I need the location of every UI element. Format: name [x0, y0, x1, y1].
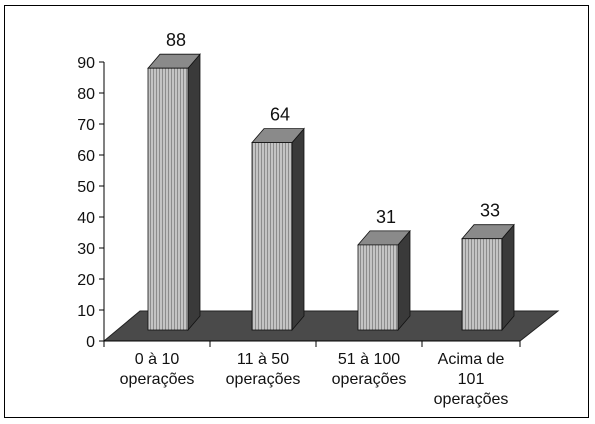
data-label: 88 — [166, 30, 186, 50]
bar-side — [397, 229, 411, 332]
y-tick-label: 40 — [77, 210, 95, 227]
data-label: 64 — [270, 105, 290, 125]
y-tick-label: 70 — [77, 117, 95, 134]
y-tick-label: 0 — [86, 334, 95, 351]
category-label: operações — [332, 371, 407, 388]
category-label: 11 à 50 — [237, 351, 289, 368]
bar — [461, 223, 515, 332]
y-tick-label: 30 — [77, 241, 95, 258]
bar — [147, 53, 201, 332]
data-label: 31 — [376, 207, 396, 227]
category-label: operações — [120, 371, 195, 388]
bar — [357, 229, 411, 332]
y-tick-label: 80 — [77, 86, 95, 103]
y-tick-label: 20 — [77, 272, 95, 289]
bar-front — [251, 142, 293, 331]
bar-side — [291, 127, 305, 332]
data-label: 33 — [480, 201, 500, 221]
y-tick-label: 60 — [77, 148, 95, 165]
y-tick-label: 10 — [77, 303, 95, 320]
bar-front — [147, 67, 189, 331]
y-tick-label: 90 — [77, 55, 95, 72]
category-label: operações — [434, 391, 509, 408]
category-label: 51 à 100 — [338, 351, 400, 368]
category-label: Acima de — [438, 351, 505, 368]
bar — [251, 127, 305, 332]
bar-front — [357, 244, 399, 331]
category-label: 101 — [458, 371, 485, 388]
category-label: 0 à 10 — [135, 351, 180, 368]
y-tick-label: 50 — [77, 179, 95, 196]
bar-side — [501, 223, 515, 332]
category-label: operações — [226, 371, 301, 388]
bar-side — [187, 53, 201, 332]
bar-front — [461, 238, 503, 331]
